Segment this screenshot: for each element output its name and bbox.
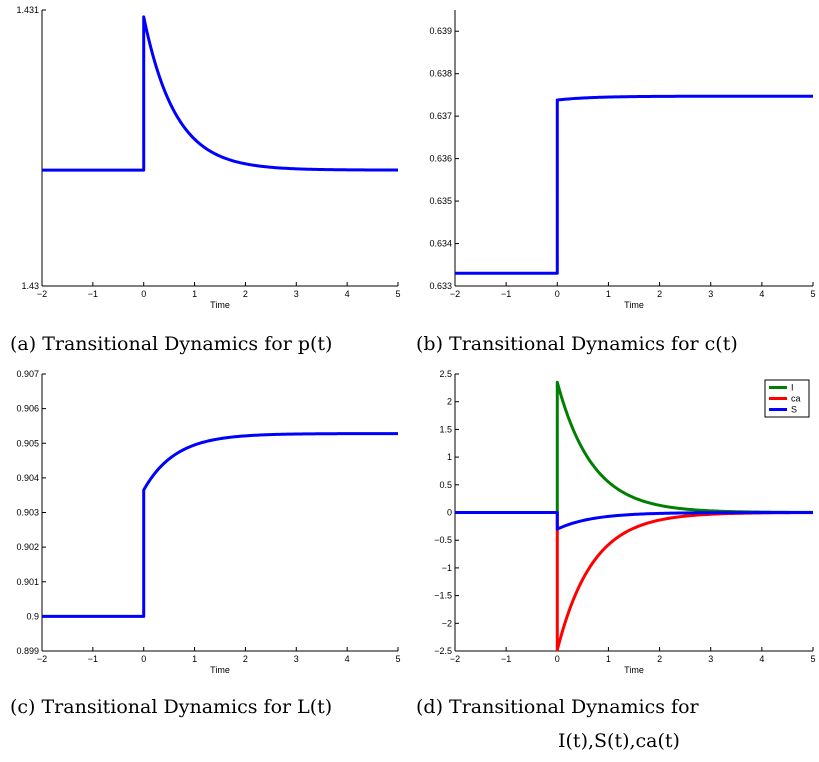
series-line-I bbox=[455, 380, 814, 514]
panel-d-caption-line-1: (d) Transitional Dynamics for bbox=[416, 696, 700, 718]
x-tick-label: 5 bbox=[395, 654, 400, 664]
y-tick-label: 0 bbox=[447, 508, 452, 518]
x-tick-label: 0 bbox=[555, 289, 560, 299]
x-tick-label: 2 bbox=[243, 654, 248, 664]
y-tick-label: 0.635 bbox=[429, 196, 452, 206]
panel-b-caption: (b) Transitional Dynamics for c(t) bbox=[416, 333, 738, 355]
y-tick-label: 2 bbox=[447, 397, 452, 407]
y-tick-label: 0.638 bbox=[429, 69, 452, 79]
x-tick-label: −1 bbox=[501, 289, 511, 299]
x-tick-label: 0 bbox=[555, 654, 560, 664]
y-tick-label: 0.899 bbox=[16, 646, 39, 656]
legend-label-I: I bbox=[791, 383, 794, 393]
panel-c-caption: (c) Transitional Dynamics for L(t) bbox=[10, 696, 332, 718]
x-tick-label: 4 bbox=[345, 654, 350, 664]
x-axis-label: Time bbox=[624, 665, 644, 675]
y-tick-label: 0.636 bbox=[429, 154, 452, 164]
y-tick-label: 0.9 bbox=[26, 611, 39, 621]
x-tick-label: 3 bbox=[708, 654, 713, 664]
x-axis-label: Time bbox=[624, 300, 644, 310]
x-tick-label: −2 bbox=[37, 289, 47, 299]
series-line-ca bbox=[455, 511, 813, 652]
panel-a-caption: (a) Transitional Dynamics for p(t) bbox=[10, 333, 332, 355]
y-tick-label: 1.431 bbox=[16, 5, 39, 15]
x-tick-label: −2 bbox=[37, 654, 47, 664]
x-tick-label: −1 bbox=[501, 654, 511, 664]
x-tick-label: 1 bbox=[192, 654, 197, 664]
x-tick-label: 4 bbox=[759, 654, 764, 664]
y-tick-label: 0.904 bbox=[16, 473, 39, 483]
x-tick-label: −2 bbox=[450, 654, 460, 664]
x-axis-label: Time bbox=[210, 665, 230, 675]
x-tick-label: 5 bbox=[810, 289, 815, 299]
x-tick-label: 4 bbox=[345, 289, 350, 299]
panel-a-plot: −2 −1 0 1 2 3 4 5 1.43 1.431 Time bbox=[16, 5, 400, 310]
x-tick-label: 2 bbox=[657, 289, 662, 299]
x-tick-label: 3 bbox=[294, 289, 299, 299]
series-line-S bbox=[455, 511, 813, 531]
panel-d-plot: −2 −1 0 1 2 3 4 5−2.5−2−1.5−1−0.500.511.522.5Ti… bbox=[434, 369, 815, 675]
panel-c-plot: −2 −1 0 1 2 3 4 5 0.899 0.9 0.901 0.902 0.903 0.904 0.… bbox=[16, 369, 400, 675]
x-tick-label: 4 bbox=[759, 289, 764, 299]
x-tick-label: −2 bbox=[450, 289, 460, 299]
panel-b-plot: −2 −1 0 1 2 3 4 5 0.633 0.634 0.635 0.636 0.637 0.638… bbox=[429, 10, 816, 310]
y-tick-label: 1.43 bbox=[21, 281, 39, 291]
x-tick-label: 1 bbox=[192, 289, 197, 299]
panel-a: −2 −1 0 1 2 3 4 5 1.43 1.431 Time (a) Transitional… bbox=[10, 5, 401, 355]
y-tick-label: −2 bbox=[442, 618, 452, 628]
x-tick-label: 2 bbox=[243, 289, 248, 299]
series-line bbox=[455, 94, 813, 275]
legend-label-ca: ca bbox=[791, 394, 801, 404]
y-tick-label: 0.902 bbox=[16, 542, 39, 552]
y-tick-label: 0.901 bbox=[16, 577, 39, 587]
panel-c: −2 −1 0 1 2 3 4 5 0.899 0.9 0.901 0.902 0.903 0.904 0.… bbox=[10, 369, 401, 718]
x-tick-label: 3 bbox=[294, 654, 299, 664]
y-tick-label: 2.5 bbox=[439, 369, 452, 379]
y-tick-label: 0.639 bbox=[429, 26, 452, 36]
x-tick-label: 5 bbox=[810, 654, 815, 664]
y-tick-label: −1.5 bbox=[434, 591, 452, 601]
x-tick-label: 5 bbox=[395, 289, 400, 299]
x-tick-label: 3 bbox=[708, 289, 713, 299]
y-tick-label: 0.905 bbox=[16, 438, 39, 448]
y-tick-label: 0.906 bbox=[16, 404, 39, 414]
panel-d-caption-line-2: I(t),S(t),ca(t) bbox=[558, 730, 680, 752]
x-tick-label: −1 bbox=[88, 289, 98, 299]
x-tick-label: 1 bbox=[606, 289, 611, 299]
y-tick-label: −1 bbox=[442, 563, 452, 573]
x-tick-label: 0 bbox=[141, 289, 146, 299]
y-tick-label: −0.5 bbox=[434, 535, 452, 545]
y-tick-label: 0.903 bbox=[16, 508, 39, 518]
y-tick-label: 1.5 bbox=[439, 424, 452, 434]
y-tick-label: 0.5 bbox=[439, 480, 452, 490]
y-tick-label: −2.5 bbox=[434, 646, 452, 656]
legend-label-S: S bbox=[791, 405, 797, 415]
x-axis-label: Time bbox=[210, 300, 230, 310]
y-tick-label: 0.907 bbox=[16, 369, 39, 379]
series-line bbox=[42, 432, 399, 618]
y-tick-label: 0.634 bbox=[429, 239, 452, 249]
series-line bbox=[42, 15, 398, 172]
panel-b: −2 −1 0 1 2 3 4 5 0.633 0.634 0.635 0.636 0.637 0.638… bbox=[416, 10, 816, 355]
y-tick-label: 0.633 bbox=[429, 281, 452, 291]
x-tick-label: 0 bbox=[141, 654, 146, 664]
x-tick-label: 2 bbox=[657, 654, 662, 664]
panel-d: −2 −1 0 1 2 3 4 5−2.5−2−1.5−1−0.500.511.522.5Ti… bbox=[416, 369, 816, 752]
y-tick-label: 0.637 bbox=[429, 111, 452, 121]
y-tick-label: 1 bbox=[447, 452, 452, 462]
x-tick-label: −1 bbox=[88, 654, 98, 664]
x-tick-label: 1 bbox=[606, 654, 611, 664]
